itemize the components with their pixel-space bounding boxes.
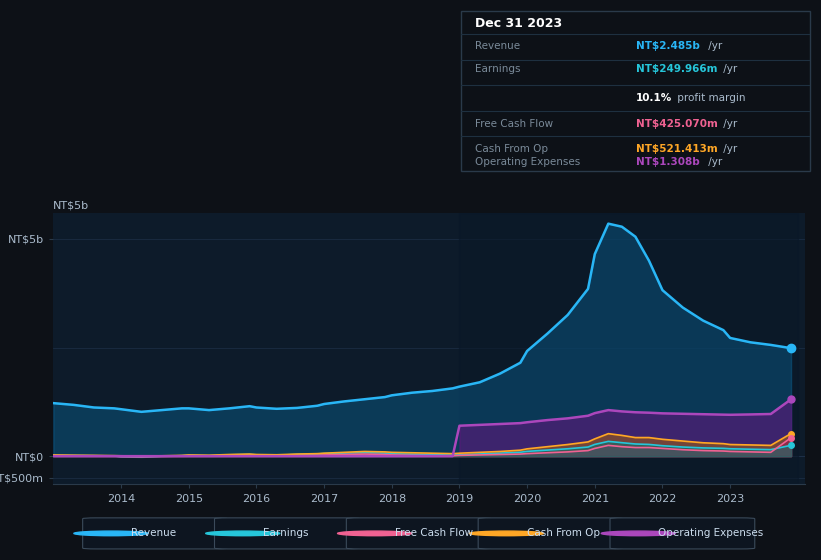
- Text: NT$5b: NT$5b: [53, 200, 89, 210]
- Text: 10.1%: 10.1%: [636, 93, 672, 103]
- Text: Cash From Op: Cash From Op: [526, 529, 599, 538]
- Circle shape: [470, 531, 544, 536]
- Text: /yr: /yr: [705, 40, 722, 50]
- Text: Operating Expenses: Operating Expenses: [658, 529, 764, 538]
- FancyBboxPatch shape: [346, 518, 491, 549]
- Text: Dec 31 2023: Dec 31 2023: [475, 17, 562, 30]
- Text: Free Cash Flow: Free Cash Flow: [475, 119, 553, 129]
- Text: NT$425.070m: NT$425.070m: [636, 119, 718, 129]
- Text: Earnings: Earnings: [263, 529, 309, 538]
- Text: NT$249.966m: NT$249.966m: [636, 64, 718, 74]
- Text: Operating Expenses: Operating Expenses: [475, 157, 580, 167]
- FancyBboxPatch shape: [478, 518, 623, 549]
- Circle shape: [337, 531, 411, 536]
- Text: NT$521.413m: NT$521.413m: [636, 144, 718, 154]
- Text: NT$1.308b: NT$1.308b: [636, 157, 699, 167]
- Text: /yr: /yr: [720, 64, 737, 74]
- Circle shape: [601, 531, 676, 536]
- FancyBboxPatch shape: [83, 518, 227, 549]
- Text: Revenue: Revenue: [475, 40, 521, 50]
- Text: /yr: /yr: [720, 119, 737, 129]
- FancyBboxPatch shape: [610, 518, 754, 549]
- Circle shape: [206, 531, 280, 536]
- Text: NT$2.485b: NT$2.485b: [636, 40, 699, 50]
- Text: /yr: /yr: [720, 144, 737, 154]
- Text: Free Cash Flow: Free Cash Flow: [395, 529, 473, 538]
- Text: Cash From Op: Cash From Op: [475, 144, 548, 154]
- Text: Revenue: Revenue: [131, 529, 177, 538]
- Bar: [460, 213, 798, 484]
- FancyBboxPatch shape: [214, 518, 360, 549]
- Text: Earnings: Earnings: [475, 64, 521, 74]
- Text: /yr: /yr: [705, 157, 722, 167]
- Text: profit margin: profit margin: [674, 93, 745, 103]
- Circle shape: [74, 531, 148, 536]
